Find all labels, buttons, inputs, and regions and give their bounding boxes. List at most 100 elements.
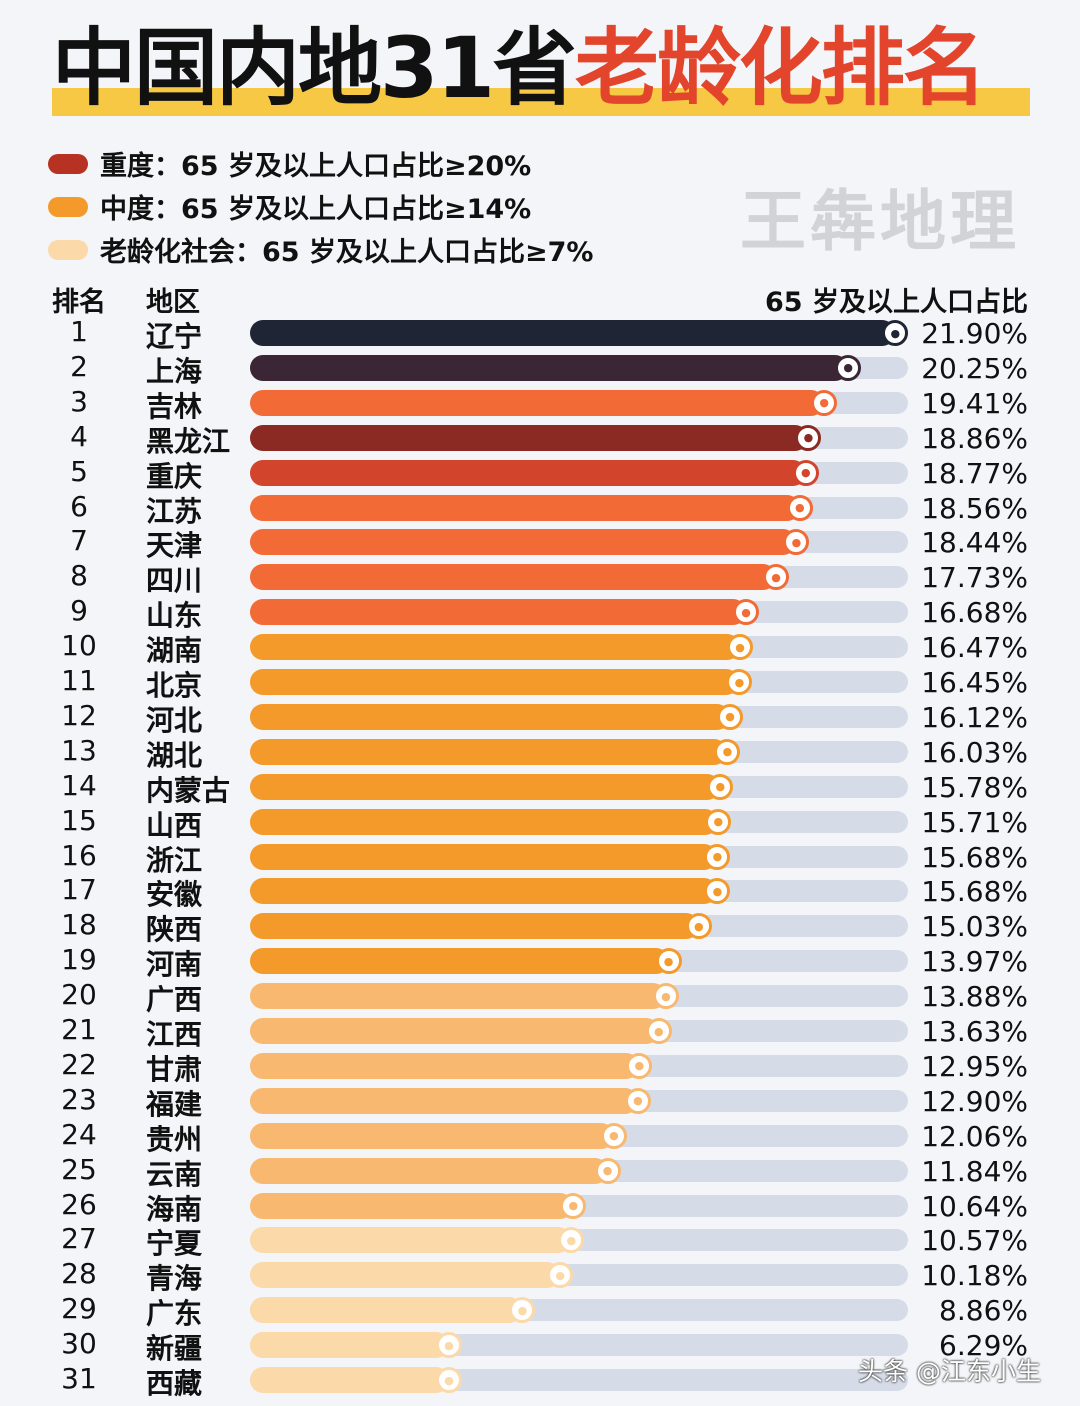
province-icon: ●: [763, 564, 790, 591]
province-icon: ●: [645, 1018, 672, 1044]
credit-watermark: 头条 @江东小生: [858, 1357, 1041, 1386]
province-icon: ●: [435, 1332, 462, 1359]
province-icon: ●: [704, 878, 731, 905]
page-title: 中国内地31省老龄化排名: [52, 18, 987, 118]
bar: [250, 878, 718, 905]
row-rank: 25: [61, 1152, 97, 1186]
row-value: 18.56%: [921, 491, 1028, 525]
row-rank: 6: [70, 489, 88, 523]
row-rank: 21: [61, 1013, 97, 1046]
row-region: 上海: [146, 354, 203, 388]
province-icon: ●: [882, 320, 909, 346]
bar: [250, 808, 719, 835]
row-region: 西藏: [146, 1367, 203, 1400]
province-icon: ●: [547, 1262, 574, 1289]
province-icon: ●: [624, 1087, 651, 1114]
row-value: 19.41%: [921, 386, 1028, 420]
row-value: 17.73%: [921, 561, 1028, 595]
legend-severe: 重度：65 岁及以上人口占比≥20%: [48, 144, 531, 183]
row-rank: 15: [61, 803, 97, 837]
row-value: 13.88%: [921, 980, 1028, 1014]
row-value: 12.06%: [921, 1119, 1028, 1153]
province-icon: ●: [655, 948, 682, 975]
bar: [250, 913, 699, 940]
bar: [250, 354, 849, 381]
row-value: 16.03%: [921, 735, 1028, 769]
province-icon: ●: [733, 599, 760, 626]
province-icon: ●: [560, 1192, 587, 1219]
bar: [250, 1018, 659, 1044]
bar: [250, 1157, 608, 1184]
row-rank: 17: [61, 873, 97, 907]
row-rank: 26: [61, 1187, 97, 1221]
row-region: 宁夏: [146, 1227, 203, 1261]
row-rank: 3: [70, 384, 88, 418]
row-rank: 5: [70, 454, 88, 488]
legend-swatch-icon: [48, 196, 88, 217]
row-region: 湖北: [146, 738, 203, 772]
row-rank: 19: [61, 943, 97, 977]
row-rank: 11: [61, 664, 97, 697]
bar: [250, 1052, 640, 1079]
bar: [250, 948, 669, 975]
title-highlight: [52, 88, 1030, 116]
bar: [250, 1192, 574, 1219]
row-value: 8.86%: [939, 1294, 1028, 1328]
header-value: 65 岁及以上人口占比: [765, 287, 1028, 318]
row-rank: 7: [70, 524, 88, 558]
bar: [250, 1262, 561, 1289]
legend-swatch-icon: [48, 239, 88, 260]
row-region: 河南: [146, 948, 203, 982]
row-value: 15.71%: [921, 805, 1028, 839]
row-value: 12.95%: [921, 1049, 1028, 1083]
bar: [250, 1227, 572, 1254]
row-value: 13.63%: [921, 1015, 1028, 1048]
province-icon: ●: [727, 634, 754, 661]
row-value: 10.18%: [921, 1259, 1028, 1293]
row-region: 海南: [146, 1192, 203, 1226]
bar: [250, 1087, 638, 1114]
row-region: 甘肃: [146, 1052, 203, 1086]
bar: [250, 494, 800, 521]
bar: [250, 529, 797, 556]
province-icon: ●: [795, 424, 822, 451]
row-value: 6.29%: [939, 1329, 1028, 1363]
row-rank: 10: [61, 629, 97, 663]
province-icon: ●: [835, 354, 862, 381]
row-rank: 20: [61, 978, 97, 1012]
row-value: 16.45%: [921, 666, 1028, 699]
row-value: 18.44%: [921, 526, 1028, 560]
row-region: 云南: [146, 1157, 203, 1191]
row-region: 贵州: [146, 1122, 203, 1156]
row-region: 四川: [146, 564, 203, 598]
province-icon: ●: [792, 459, 819, 486]
bar: [250, 738, 728, 765]
row-value: 10.64%: [921, 1189, 1028, 1223]
row-region: 吉林: [146, 389, 203, 423]
row-region: 青海: [146, 1262, 203, 1296]
bar: [250, 599, 747, 626]
row-region: 辽宁: [146, 320, 203, 353]
bar: [250, 320, 896, 346]
legend-moderate: 中度：65 岁及以上人口占比≥14%: [48, 187, 531, 226]
province-icon: ●: [509, 1297, 536, 1324]
row-value: 10.57%: [921, 1224, 1028, 1258]
row-rank: 14: [61, 768, 97, 802]
bar: [250, 424, 809, 451]
title-part2: 老龄化排名: [574, 19, 987, 117]
row-region: 广西: [146, 983, 203, 1017]
bar: [250, 459, 806, 486]
province-icon: ●: [652, 983, 679, 1010]
row-rank: 1: [70, 315, 88, 348]
row-value: 20.25%: [921, 351, 1028, 385]
row-rank: 27: [61, 1222, 97, 1256]
bar: [250, 983, 666, 1010]
province-icon: ●: [786, 494, 813, 521]
row-value: 13.97%: [921, 945, 1028, 979]
row-region: 江西: [146, 1018, 203, 1051]
province-icon: ●: [558, 1227, 585, 1254]
legend-label: 中度：65 岁及以上人口占比≥14%: [100, 194, 532, 225]
row-region: 浙江: [146, 843, 203, 877]
bar: [250, 389, 825, 416]
row-rank: 16: [61, 838, 97, 872]
